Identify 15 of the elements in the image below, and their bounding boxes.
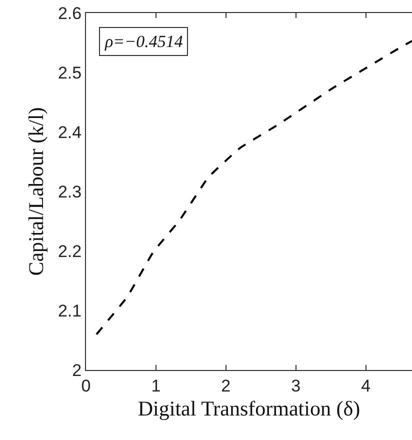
y-tick-label: 2.5 (58, 63, 82, 82)
x-tick-label: 0 (81, 376, 91, 396)
x-tick-label: 3 (291, 376, 301, 396)
x-axis-title: Digital Transformation (δ) (138, 396, 360, 421)
y-tick-label: 2.4 (58, 122, 82, 142)
y-tick-label: 2 (72, 360, 82, 380)
y-axis-title: Capital/Labour (k/l) (24, 107, 48, 276)
y-tick-label: 2.2 (58, 242, 82, 261)
x-tick-label: 1 (151, 376, 161, 396)
y-tick-label: 2.1 (58, 301, 82, 320)
y-tick-label: 2.3 (58, 182, 82, 202)
y-tick-label: 2.6 (58, 4, 82, 23)
x-tick-label: 4 (361, 376, 371, 396)
x-tick-label: 2 (221, 376, 231, 396)
annotation: ρ=−0.4514 (104, 32, 184, 51)
